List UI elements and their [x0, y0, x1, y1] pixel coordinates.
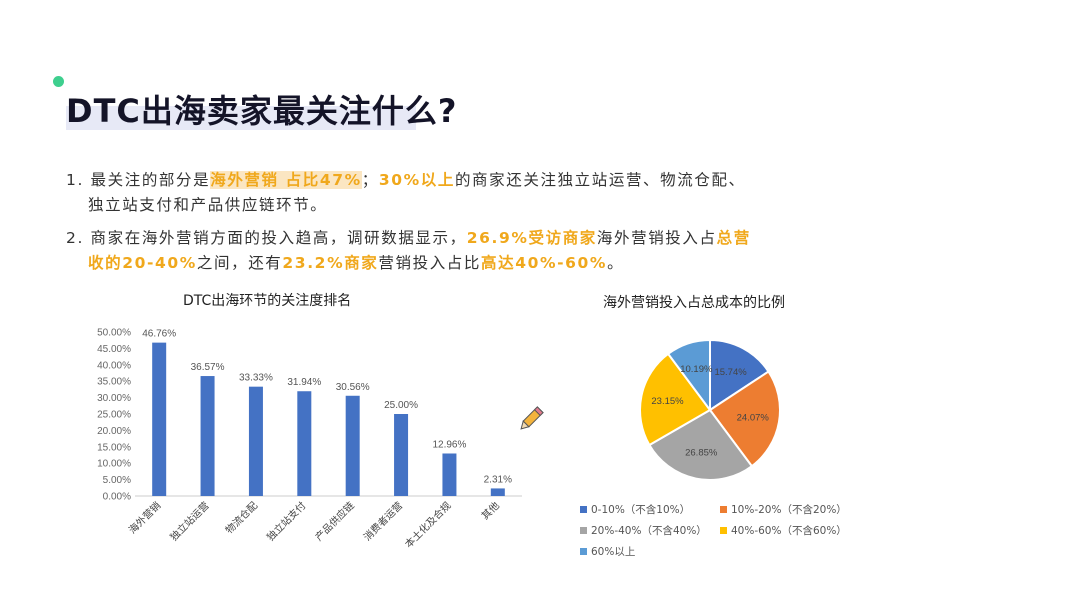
bar: [248, 386, 263, 496]
y-tick-label: 45.00%: [97, 344, 131, 355]
pie-slice: [666, 338, 711, 414]
x-category-label: 海外营销: [126, 499, 163, 536]
bar: [297, 391, 312, 496]
bar-data-label: 2.31%: [484, 474, 512, 485]
bar-chart-title: DTC出海环节的关注度排名: [183, 293, 352, 309]
bar: [490, 488, 505, 496]
pie-slice: [639, 352, 712, 447]
point-1-line-2: 独立站支付和产品供应链环节。: [88, 196, 328, 214]
bar-data-label: 46.76%: [142, 329, 176, 340]
legend-swatch: [580, 548, 587, 555]
x-category-label: 消费者运营: [361, 499, 406, 544]
bar-data-label: 25.00%: [384, 400, 418, 411]
page-title: DTC出海卖家最关注什么?: [66, 92, 458, 130]
bar: [152, 342, 167, 496]
x-category-label: 其他: [479, 499, 502, 522]
y-tick-label: 0.00%: [103, 492, 131, 503]
point-1-segment: 30%以上: [378, 171, 455, 189]
point-2-line-1: 2. 商家在海外营销方面的投入趋高，调研数据显示，26.9%受访商家海外营销投入…: [66, 229, 751, 247]
pie-data-label: 24.07%: [737, 413, 770, 424]
bar-chart: 0.00% 5.00% 10.00% 15.00% 20.00% 25.00% 30.00%…: [97, 328, 522, 551]
y-tick-label: 5.00%: [103, 475, 131, 486]
y-tick-label: 35.00%: [97, 377, 131, 388]
legend-label: 40%-60%（不含60%）: [731, 525, 847, 537]
pie-slice: [709, 338, 770, 412]
title-block: DTC出海卖家最关注什么?: [66, 86, 457, 132]
legend-swatch: [580, 506, 587, 513]
bar: [394, 414, 409, 496]
key-points: 1. 最关注的部分是海外营销 占比47%；30%以上的商家还关注独立站运营、物流…: [66, 168, 856, 284]
point-2-cont-segment: 23.2%商家: [282, 254, 379, 272]
legend-item: 10%-20%（不含20%）: [720, 502, 860, 517]
pie-data-label: 10.19%: [680, 364, 713, 375]
y-tick-label: 40.00%: [97, 360, 131, 371]
pie-slice: [708, 370, 781, 468]
point-2-segment: 2. 商家在海外营销方面的投入趋高，调研数据显示，: [66, 229, 467, 247]
y-tick-label: 15.00%: [97, 442, 131, 453]
x-category-label: 产品供应链: [312, 499, 357, 544]
bar: [442, 453, 457, 496]
pie-legend: 0-10%（不含10%） 10%-20%（不含20%） 20%-40%（不含40%）…: [580, 502, 870, 559]
x-category-label: 本土化及合规: [402, 499, 454, 551]
legend-label: 0-10%（不含10%）: [591, 504, 691, 516]
point-1-segment: 1. 最关注的部分是: [66, 171, 211, 189]
point-2-cont-segment: 。: [607, 254, 625, 272]
y-tick-label: 30.00%: [97, 393, 131, 404]
point-2-segment: 26.9%受访商家: [466, 229, 597, 247]
pie-slice: [648, 408, 754, 481]
title-underline-highlight: [66, 106, 416, 130]
point-1-segment: 的商家还关注独立站运营、物流仓配、: [454, 171, 746, 189]
legend-label: 10%-20%（不含20%）: [731, 504, 847, 516]
point-2: 2. 商家在海外营销方面的投入趋高，调研数据显示，26.9%受访商家海外营销投入…: [66, 226, 856, 276]
legend-swatch: [580, 527, 587, 534]
bar-data-label: 30.56%: [336, 382, 370, 393]
bar-data-label: 12.96%: [432, 439, 466, 450]
y-tick-label: 10.00%: [97, 459, 131, 470]
bar-data-label: 33.33%: [239, 373, 273, 384]
legend-swatch: [720, 506, 727, 513]
bar: [200, 376, 215, 496]
point-1-line-1: 1. 最关注的部分是海外营销 占比47%；30%以上的商家还关注独立站运营、物流…: [66, 171, 746, 189]
point-2-cont-segment: 营销投入占比: [378, 254, 482, 272]
x-category-label: 物流仓配: [223, 499, 260, 536]
bar-data-label: 31.94%: [287, 377, 321, 388]
point-1-segment: ；: [361, 171, 379, 189]
pie-chart: 15.74% 24.07% 26.85% 23.15% 10.19%: [639, 338, 781, 481]
pie-data-label: 23.15%: [651, 396, 684, 407]
point-2-cont-segment: 高达40%-60%: [481, 254, 608, 272]
pie-chart-title: 海外营销投入占总成本的比例: [603, 295, 785, 311]
legend-item: 0-10%（不含10%）: [580, 502, 720, 517]
legend-item: 60%以上: [580, 544, 720, 559]
point-2-segment: 海外营销投入占: [596, 229, 717, 247]
legend-label: 20%-40%（不含40%）: [591, 525, 707, 537]
point-2-cont-segment: 收的20-40%: [88, 254, 197, 272]
legend-item: 20%-40%（不含40%）: [580, 523, 720, 538]
y-tick-label: 25.00%: [97, 410, 131, 421]
decorative-dot: [53, 76, 64, 87]
legend-item: 40%-60%（不含60%）: [720, 523, 860, 538]
pie-data-label: 26.85%: [685, 448, 718, 459]
legend-swatch: [720, 527, 727, 534]
y-tick-label: 20.00%: [97, 426, 131, 437]
point-1-segment: 海外营销 占比47%: [210, 171, 362, 189]
point-2-line-2: 收的20-40%之间，还有23.2%商家营销投入占比高达40%-60%。: [66, 254, 624, 272]
point-2-segment: 总营: [716, 229, 751, 247]
bar-data-label: 36.57%: [191, 362, 225, 373]
x-category-label: 独立站支付: [264, 499, 309, 544]
point-1: 1. 最关注的部分是海外营销 占比47%；30%以上的商家还关注独立站运营、物流…: [66, 168, 856, 218]
point-2-cont-segment: 之间，还有: [196, 254, 283, 272]
legend-label: 60%以上: [591, 546, 636, 558]
pencil-icon: [520, 406, 544, 430]
x-category-label: 独立站运营: [167, 499, 212, 544]
pie-data-label: 15.74%: [714, 367, 747, 378]
y-tick-label: 50.00%: [97, 328, 131, 339]
bar: [345, 395, 360, 496]
